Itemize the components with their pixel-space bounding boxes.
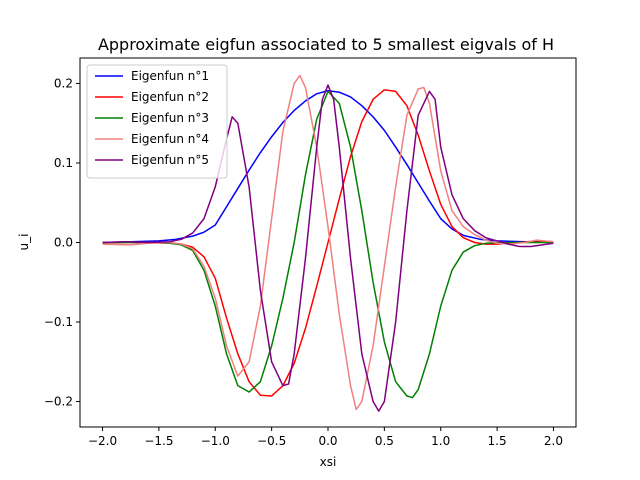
series-line-eigenfun-1 xyxy=(102,89,554,244)
x-tick-label: 2.0 xyxy=(544,434,563,448)
series-line-eigenfun-5 xyxy=(102,84,554,412)
legend-label: Eigenfun n°2 xyxy=(131,90,209,104)
legend-label: Eigenfun n°3 xyxy=(131,111,209,125)
legend-label: Eigenfun n°4 xyxy=(131,132,209,146)
x-tick-label: −2.0 xyxy=(88,434,117,448)
legend-box xyxy=(86,64,228,179)
series-line-eigenfun-4 xyxy=(102,74,554,411)
x-tick-label: 1.0 xyxy=(431,434,450,448)
x-tick-label: −0.5 xyxy=(257,434,286,448)
y-tick-label: −0.2 xyxy=(44,395,73,409)
legend-label: Eigenfun n°5 xyxy=(131,153,209,167)
y-tick-label: 0.2 xyxy=(54,76,73,90)
x-axis-label: xsi xyxy=(320,455,337,469)
x-tick-label: 0.0 xyxy=(318,434,337,448)
x-tick-label: −1.0 xyxy=(201,434,230,448)
y-axis: −0.2 −0.1 0.0 0.1 0.2 xyxy=(44,76,80,409)
y-tick-label: 0.1 xyxy=(54,156,73,170)
x-axis: −2.0 −1.5 −1.0 −0.5 0.0 0.5 1.0 1.5 2.0 xyxy=(88,427,563,448)
y-tick-label: 0.0 xyxy=(54,236,73,250)
series-layer xyxy=(102,74,554,412)
x-tick-label: 1.5 xyxy=(488,434,507,448)
y-tick-label: −0.1 xyxy=(44,315,73,329)
legend: Eigenfun n°1 Eigenfun n°2 Eigenfun n°3 Eige… xyxy=(86,64,228,179)
series-line-eigenfun-2 xyxy=(102,89,554,397)
legend-label: Eigenfun n°1 xyxy=(131,69,209,83)
x-tick-label: 0.5 xyxy=(375,434,394,448)
y-axis-label: u_i xyxy=(17,234,31,251)
x-tick-label: −1.5 xyxy=(144,434,173,448)
chart-title: Approximate eigfun associated to 5 small… xyxy=(98,35,554,54)
